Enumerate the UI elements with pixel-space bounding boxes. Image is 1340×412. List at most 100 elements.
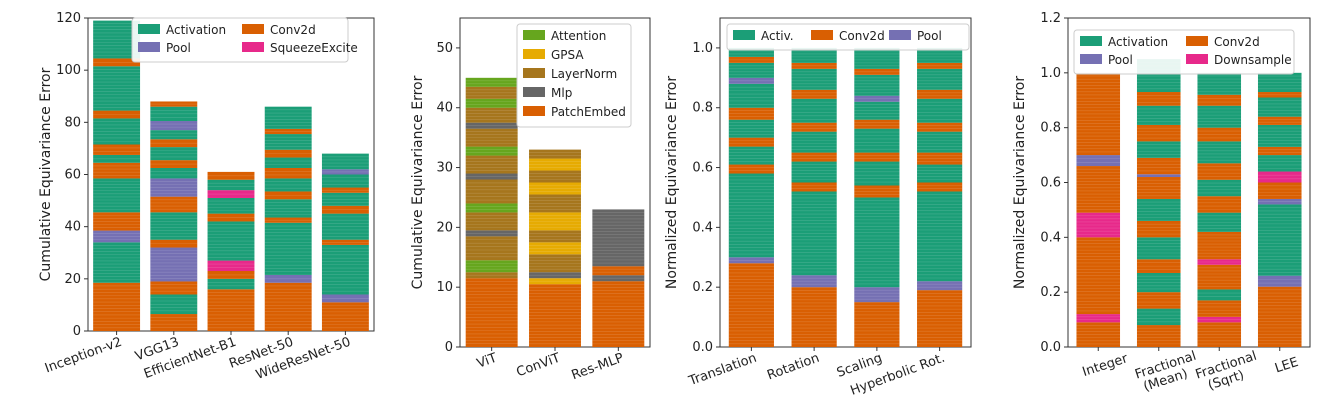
segment-pool [728,257,774,264]
y-tick-label: 0.2 [1040,285,1061,300]
segment-conv2d [150,239,198,248]
y-tick-label: 1.0 [692,41,713,56]
segment-conv2d [1197,264,1242,290]
segment-activation [1197,105,1242,128]
y-tick-label: 0.6 [692,161,713,176]
x-tick-label: LEE [1273,355,1300,377]
segment-pool [917,281,963,291]
segment-conv2d [264,167,312,179]
y-axis-label: Cumulative Equivariance Error [38,67,54,281]
segment-activation [1136,272,1181,293]
segment-layernorm [465,272,518,279]
segment-layernorm [465,236,518,261]
segment-conv2d [1076,166,1121,213]
segment-downsample [1197,259,1242,265]
segment-attention [465,77,518,87]
segment-conv2d [93,212,141,231]
legend-frame [1073,29,1295,75]
segment-mlp [465,122,518,129]
segment-conv2d [264,128,312,135]
legend-swatch-layernorm [523,68,545,78]
y-tick-label: 0 [73,324,81,339]
segment-activation [791,191,837,276]
y-tick-label: 0.2 [692,280,713,295]
segment-downsample [1257,171,1302,183]
legend-label-gpsa: GPSA [551,48,584,62]
segment-activation [854,161,900,186]
segment-pool [321,169,369,175]
segment-pool [1257,275,1302,287]
segment-activation [1136,141,1181,158]
segment-conv2d [264,191,312,200]
segment-activation [321,153,369,170]
segment-conv2d [1136,220,1181,238]
segment-attention [465,203,518,213]
legend-label-conv2d: Conv2d [1214,35,1260,49]
segment-mlp [465,173,518,180]
segment-activation [917,131,963,153]
legend-swatch-pool [889,30,911,40]
segment-conv2d [93,282,141,331]
segment-layernorm [465,155,518,174]
y-tick-label: 10 [436,280,453,295]
legend-frame [131,17,349,63]
segment-conv2d [264,149,312,158]
segment-conv2d [854,119,900,129]
segment-layernorm [529,230,581,243]
segment-gpsa [529,182,581,195]
legend-label-mlp: Mlp [551,86,572,100]
segment-attention [465,98,518,108]
segment-activation [93,242,141,283]
segment-activation [854,47,900,69]
segment-attention [465,260,518,273]
legend-swatch-patchembed [523,106,545,116]
y-axis-label: Normalized Equivariance Error [664,76,680,289]
segment-gpsa [529,278,581,285]
bar-hyperbolic-rot [917,47,963,347]
segment-conv2d [1136,157,1181,175]
segment-activation [264,222,312,275]
segment-activation [1257,124,1302,147]
segment-layernorm [529,149,581,159]
y-tick-label: 0.6 [1040,176,1061,191]
y-tick-label: 0 [445,340,453,355]
legend-label-pool: Pool [166,41,191,55]
x-tick-label: Translation [686,351,759,390]
segment-conv2d [1197,163,1242,180]
legend-swatch-activ [733,30,755,40]
segment-activation [1136,105,1181,125]
segment-layernorm [529,254,581,273]
segment-activation [1257,204,1302,276]
segment-conv2d [791,89,837,99]
segment-conv2d [1076,72,1121,156]
chart-3: 0.0 0.2 0.4 0.6 0.8 1.0 Normalized Equivarianc… [664,17,972,399]
segment-pool [150,247,198,282]
y-tick-label: 100 [56,63,81,78]
segment-pool [1257,198,1302,205]
segment-layernorm [465,179,518,204]
legend-swatch-squeezeexcite [242,42,264,52]
segment-activation [264,178,312,192]
segment-conv2d [1076,237,1121,315]
segment-activation [93,20,141,30]
legend-label-patchembed: PatchEmbed [551,105,626,119]
segment-pool [791,275,837,288]
segment-conv2d [917,122,963,132]
segment-conv2d [917,152,963,165]
segment-activation [150,294,198,315]
segment-activation [728,62,774,78]
x-tick-label: ViT [475,351,499,372]
chart-4: 0.0 0.2 0.4 0.6 0.8 1.0 1.2 Normalized Equivari… [1012,11,1311,395]
segment-conv2d [1136,325,1181,347]
segment-layernorm [465,86,518,99]
bar-vgg13 [150,101,198,331]
bar-resnet-50 [264,106,312,331]
segment-squeezeexcite [207,190,255,198]
segment-activation [854,101,900,120]
segment-activation [1257,72,1302,93]
segment-activation [264,199,312,218]
bar-efficientnet-b1 [207,171,255,331]
segment-patchembed [465,278,518,347]
segment-conv2d [791,122,837,132]
